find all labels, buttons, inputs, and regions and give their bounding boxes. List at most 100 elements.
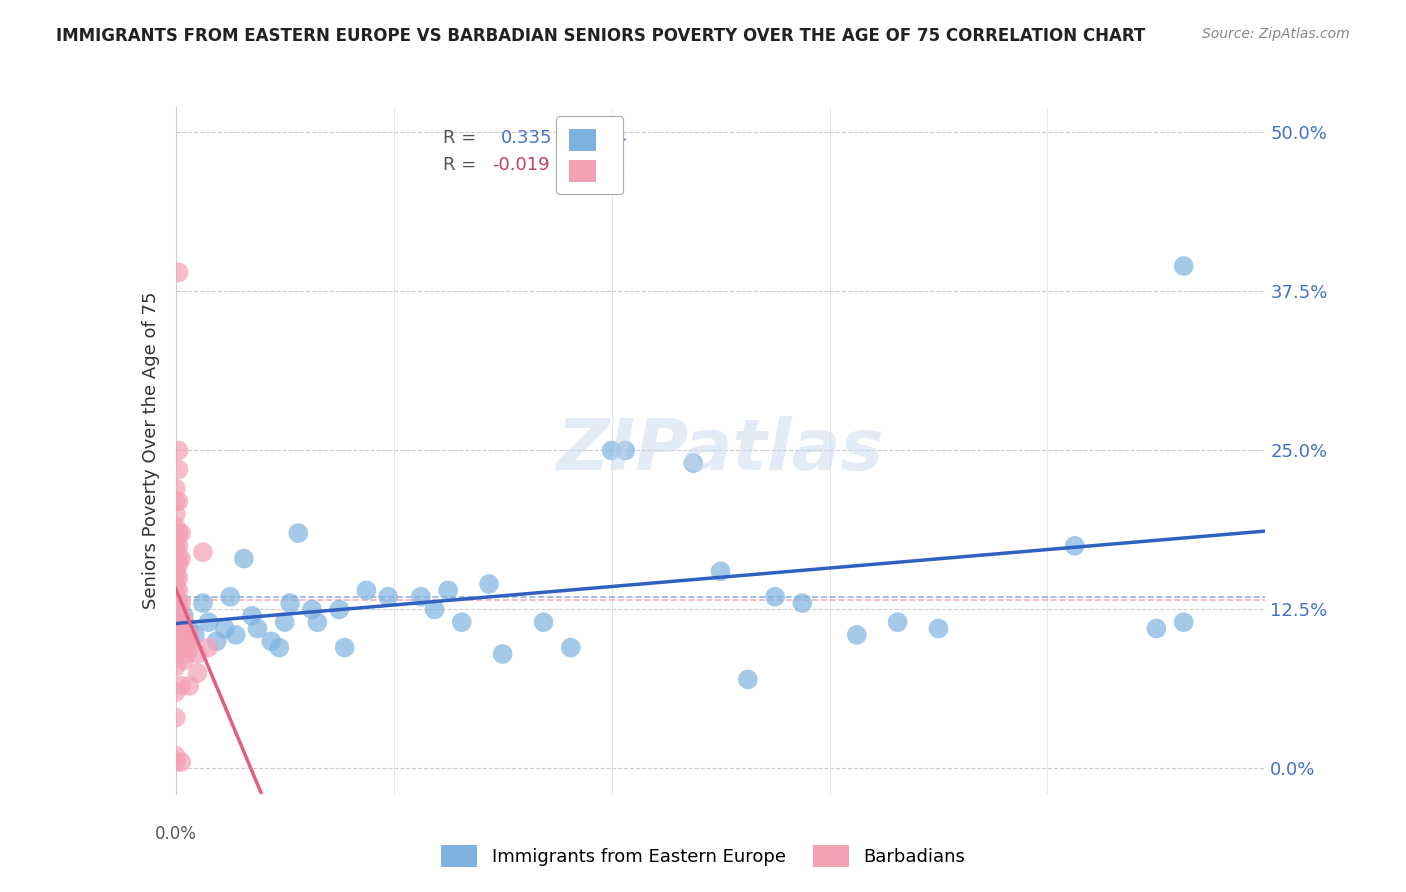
Point: [167, 539, 190, 553]
Point: [614, 443, 637, 458]
Point: [165, 755, 187, 769]
Point: [165, 551, 187, 566]
Point: [165, 748, 187, 763]
Text: ZIPatlas: ZIPatlas: [557, 416, 884, 485]
Point: [167, 596, 190, 610]
Point: [167, 551, 190, 566]
Point: [301, 602, 323, 616]
Point: [437, 583, 460, 598]
Point: [1173, 259, 1195, 273]
Point: [167, 265, 190, 279]
Point: [492, 647, 515, 661]
Point: [165, 596, 187, 610]
Point: [167, 558, 190, 572]
Point: [165, 507, 187, 521]
Text: N =: N =: [560, 156, 593, 175]
Point: [176, 647, 198, 661]
Legend: Immigrants from Eastern Europe, Barbadians: Immigrants from Eastern Europe, Barbadia…: [433, 838, 973, 874]
Point: [167, 462, 190, 476]
Point: [246, 622, 269, 636]
Point: [179, 679, 201, 693]
Text: 0.0%: 0.0%: [155, 825, 197, 843]
Point: [240, 608, 263, 623]
Point: [167, 608, 190, 623]
Point: [165, 710, 187, 724]
Point: [165, 577, 187, 591]
Point: [165, 482, 187, 496]
Point: [377, 590, 399, 604]
Point: [167, 634, 190, 648]
Point: [167, 602, 190, 616]
Point: [886, 615, 908, 630]
Point: [682, 456, 704, 470]
Text: R =: R =: [443, 129, 477, 147]
Point: [170, 596, 193, 610]
Text: 0.335: 0.335: [501, 129, 553, 147]
Point: [176, 628, 198, 642]
Legend: , : ,: [557, 116, 623, 194]
Text: 61: 61: [605, 156, 627, 175]
Point: [409, 590, 432, 604]
Point: [333, 640, 356, 655]
Point: [173, 615, 195, 630]
Point: [173, 608, 195, 623]
Point: [737, 673, 759, 687]
Point: [165, 571, 187, 585]
Point: [165, 494, 187, 508]
Point: [165, 564, 187, 578]
Point: [214, 622, 236, 636]
Point: [600, 443, 623, 458]
Point: [478, 577, 501, 591]
Point: [165, 659, 187, 673]
Point: [219, 590, 242, 604]
Point: [167, 443, 190, 458]
Point: [356, 583, 378, 598]
Point: [560, 640, 582, 655]
Point: [165, 583, 187, 598]
Point: [170, 755, 193, 769]
Point: [232, 551, 254, 566]
Point: [197, 615, 219, 630]
Point: [278, 596, 301, 610]
Point: [450, 615, 472, 630]
Point: [165, 533, 187, 547]
Point: [167, 615, 190, 630]
Point: [170, 679, 193, 693]
Point: [173, 653, 195, 667]
Point: [170, 608, 193, 623]
Text: -0.019: -0.019: [492, 156, 550, 175]
Text: 44: 44: [605, 129, 627, 147]
Point: [307, 615, 329, 630]
Point: [763, 590, 786, 604]
Point: [170, 615, 193, 630]
Point: [205, 634, 228, 648]
Point: [845, 628, 868, 642]
Point: [191, 596, 214, 610]
Point: [1173, 615, 1195, 630]
Point: [179, 628, 201, 642]
Point: [191, 545, 214, 559]
Point: [710, 564, 733, 578]
Point: [170, 551, 193, 566]
Text: Source: ZipAtlas.com: Source: ZipAtlas.com: [1202, 27, 1350, 41]
Point: [167, 526, 190, 541]
Point: [165, 558, 187, 572]
Point: [165, 615, 187, 630]
Point: [167, 628, 190, 642]
Point: [176, 634, 198, 648]
Point: [274, 615, 297, 630]
Point: [167, 571, 190, 585]
Text: R =: R =: [443, 156, 477, 175]
Point: [167, 583, 190, 598]
Point: [165, 647, 187, 661]
Point: [1063, 539, 1085, 553]
Point: [167, 494, 190, 508]
Point: [170, 526, 193, 541]
Point: [423, 602, 446, 616]
Point: [165, 685, 187, 699]
Point: [184, 628, 207, 642]
Y-axis label: Seniors Poverty Over the Age of 75: Seniors Poverty Over the Age of 75: [142, 292, 160, 609]
Point: [269, 640, 291, 655]
Point: [225, 628, 247, 642]
Point: [197, 640, 219, 655]
